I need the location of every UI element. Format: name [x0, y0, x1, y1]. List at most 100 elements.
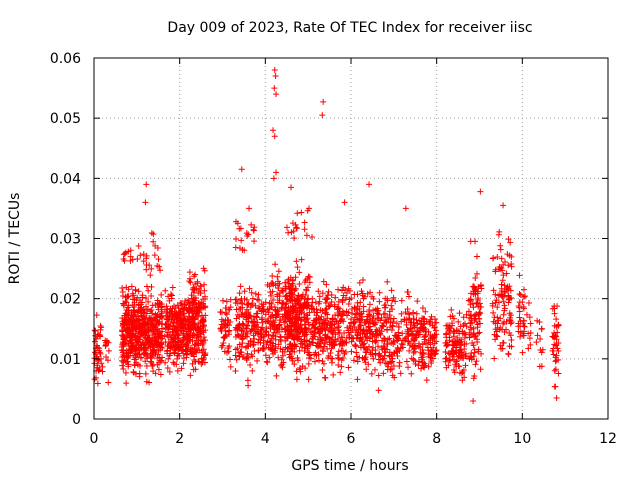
data-point	[392, 332, 399, 339]
data-point	[123, 380, 130, 387]
data-point	[430, 334, 437, 341]
data-point	[158, 354, 165, 361]
data-point	[492, 291, 499, 298]
data-point	[477, 188, 484, 195]
data-point	[553, 342, 560, 349]
data-point	[285, 277, 292, 284]
data-point	[171, 336, 178, 343]
data-point	[223, 311, 230, 318]
data-point	[254, 357, 261, 364]
data-point	[268, 280, 275, 287]
data-point	[119, 284, 126, 291]
data-point	[341, 199, 348, 206]
data-point	[305, 273, 312, 280]
data-point	[366, 335, 373, 342]
data-point	[505, 262, 512, 269]
data-point	[334, 306, 341, 313]
data-point	[271, 85, 278, 92]
data-point	[164, 364, 171, 371]
data-point	[304, 345, 311, 352]
data-point	[142, 370, 149, 377]
data-point	[238, 311, 245, 318]
data-point	[329, 334, 336, 341]
data-point	[218, 316, 225, 323]
data-point	[122, 358, 129, 365]
data-point	[367, 349, 374, 356]
data-point	[515, 302, 522, 309]
data-point	[456, 310, 463, 317]
data-point	[500, 320, 507, 327]
data-point	[133, 315, 140, 322]
data-point	[155, 306, 162, 313]
data-point	[244, 232, 251, 239]
data-point	[276, 297, 283, 304]
data-point	[354, 358, 361, 365]
data-point	[233, 356, 240, 363]
data-point	[551, 322, 558, 329]
data-point	[226, 343, 233, 350]
data-point	[182, 343, 189, 350]
data-point	[232, 368, 239, 375]
data-point	[341, 309, 348, 316]
data-point	[306, 273, 313, 280]
data-point	[366, 319, 373, 326]
data-point	[429, 355, 436, 362]
data-point	[516, 314, 523, 321]
data-point	[361, 330, 368, 337]
data-point	[313, 342, 320, 349]
data-point	[356, 354, 363, 361]
data-point	[251, 318, 258, 325]
data-point	[245, 300, 252, 307]
data-point	[164, 347, 171, 354]
data-point	[281, 301, 288, 308]
data-point	[220, 297, 227, 304]
data-point	[192, 341, 199, 348]
data-point	[316, 330, 323, 337]
data-point	[133, 297, 140, 304]
data-point	[376, 298, 383, 305]
data-point	[281, 348, 288, 355]
data-point	[407, 325, 414, 332]
data-point	[169, 292, 176, 299]
data-point	[525, 345, 532, 352]
data-point	[255, 347, 262, 354]
data-point	[128, 340, 135, 347]
data-point	[156, 263, 163, 270]
data-point	[427, 341, 434, 348]
data-point	[450, 315, 457, 322]
data-point	[446, 334, 453, 341]
data-point	[365, 181, 372, 188]
data-point	[506, 343, 513, 350]
data-point	[143, 347, 150, 354]
data-point	[180, 334, 187, 341]
data-point	[350, 319, 357, 326]
data-point	[219, 342, 226, 349]
data-point	[94, 362, 101, 369]
data-point	[91, 327, 98, 334]
data-point	[348, 316, 355, 323]
data-point	[537, 347, 544, 354]
data-point	[294, 315, 301, 322]
data-point	[179, 318, 186, 325]
data-point	[238, 296, 245, 303]
data-point	[162, 359, 169, 366]
data-point	[186, 308, 193, 315]
data-point	[294, 225, 301, 232]
data-point	[175, 338, 182, 345]
data-point	[154, 297, 161, 304]
data-point	[237, 305, 244, 312]
data-point	[520, 317, 527, 324]
data-point	[366, 301, 373, 308]
data-point	[501, 305, 508, 312]
data-point	[329, 316, 336, 323]
data-point	[471, 315, 478, 322]
data-point	[388, 302, 395, 309]
data-point	[142, 345, 149, 352]
data-point	[507, 317, 514, 324]
x-tick-label: 0	[90, 431, 99, 447]
data-point	[447, 313, 454, 320]
data-point	[92, 349, 99, 356]
data-point	[329, 329, 336, 336]
data-point	[320, 98, 327, 105]
data-point	[192, 349, 199, 356]
